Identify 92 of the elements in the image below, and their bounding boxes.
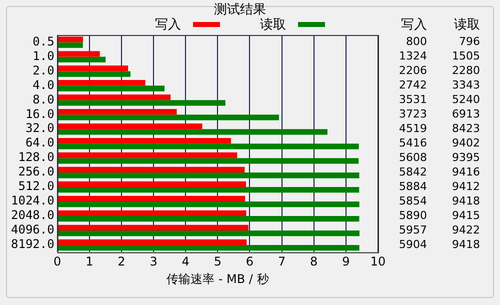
text: 5904 <box>399 238 427 251</box>
bar <box>58 166 245 173</box>
bar <box>58 152 238 158</box>
chart-title: 测试结果 <box>214 2 266 18</box>
bar <box>58 94 171 100</box>
x-tick-label: 8 <box>310 254 318 269</box>
text: 9395 <box>452 150 480 164</box>
x-tick-label: 2 <box>118 254 126 269</box>
x-tick-label: 7 <box>278 254 286 269</box>
text: 5608 <box>399 150 427 164</box>
y-tick-label: 32.0 <box>25 121 54 136</box>
bar <box>58 138 232 144</box>
bar <box>58 144 359 150</box>
bar <box>58 196 246 202</box>
text: 4519 <box>399 122 427 135</box>
x-tick-label: 10 <box>370 254 386 269</box>
text: 9412 <box>452 180 480 193</box>
bar <box>58 239 247 245</box>
text: 9418 <box>452 238 480 251</box>
y-tick-label: 2.0 <box>32 63 54 78</box>
x-axis-title: 传输速率 - MB / 秒 <box>166 272 269 286</box>
x-tick-label: 1 <box>86 254 94 269</box>
text: 5842 <box>399 165 427 178</box>
text: 5854 <box>399 194 427 208</box>
bar <box>58 51 100 57</box>
y-tick-label: 1024.0 <box>10 194 54 208</box>
text: 800 <box>406 35 427 48</box>
text: 3723 <box>399 108 427 120</box>
y-tick-label: 16.0 <box>25 106 54 121</box>
y-tick-label: 4.0 <box>32 78 54 92</box>
x-tick-label: 0 <box>54 254 62 269</box>
text: 3531 <box>399 93 427 106</box>
bar <box>58 202 360 208</box>
text: 9416 <box>452 165 480 178</box>
text: 3343 <box>452 78 480 92</box>
bar <box>58 42 83 48</box>
bar <box>58 66 128 72</box>
text: 8423 <box>452 122 480 135</box>
bar <box>58 158 359 164</box>
bar <box>58 187 360 193</box>
text: 2206 <box>399 64 427 78</box>
bar <box>58 114 280 120</box>
text: 2742 <box>399 78 427 92</box>
bar <box>58 108 177 115</box>
y-tick-label: 256.0 <box>18 164 54 179</box>
text: 5416 <box>399 136 427 150</box>
y-tick-label: 8.0 <box>32 92 54 106</box>
text: 5957 <box>399 223 427 236</box>
text: 2280 <box>452 64 480 78</box>
x-tick-label: 6 <box>246 254 254 269</box>
text: 9418 <box>452 194 480 208</box>
bar <box>58 56 106 62</box>
x-tick-label: 4 <box>182 254 190 269</box>
text: 5884 <box>399 180 427 193</box>
y-tick-label: 0.5 <box>32 34 54 48</box>
text: 写入 <box>401 17 427 32</box>
y-tick-label: 1.0 <box>32 48 54 63</box>
y-tick-label: 128.0 <box>18 150 54 164</box>
text: 1505 <box>452 50 480 63</box>
bar <box>58 80 146 86</box>
y-tick-label: 2048.0 <box>10 208 54 222</box>
y-tick-label: 512.0 <box>18 179 54 194</box>
x-tick-label: 3 <box>150 254 158 269</box>
bar <box>58 100 226 106</box>
text: 6913 <box>452 108 480 120</box>
bar <box>58 210 246 216</box>
bar <box>58 71 130 77</box>
text: 9402 <box>452 136 480 150</box>
bar <box>58 172 360 178</box>
bar <box>58 123 202 130</box>
bar <box>58 86 165 92</box>
x-tick-label: 5 <box>214 254 222 269</box>
text: 9415 <box>452 208 480 222</box>
text: 796 <box>459 35 480 48</box>
bar <box>58 224 248 230</box>
text: 读取 <box>454 17 480 32</box>
y-tick-label: 8192.0 <box>10 237 54 252</box>
bar <box>58 244 360 251</box>
bar <box>58 216 360 222</box>
bar <box>58 230 360 236</box>
y-tick-label: 64.0 <box>25 136 54 150</box>
x-tick-label: 9 <box>342 254 350 269</box>
bar <box>58 36 83 42</box>
legend-label: 写入 <box>155 17 181 32</box>
text: 5240 <box>452 93 480 106</box>
bar <box>58 129 328 135</box>
bar <box>58 181 246 188</box>
text: 5890 <box>399 208 427 222</box>
legend-label: 读取 <box>260 17 286 32</box>
y-tick-label: 4096.0 <box>10 222 54 237</box>
text: 9422 <box>452 223 480 236</box>
text: 1324 <box>399 50 427 63</box>
